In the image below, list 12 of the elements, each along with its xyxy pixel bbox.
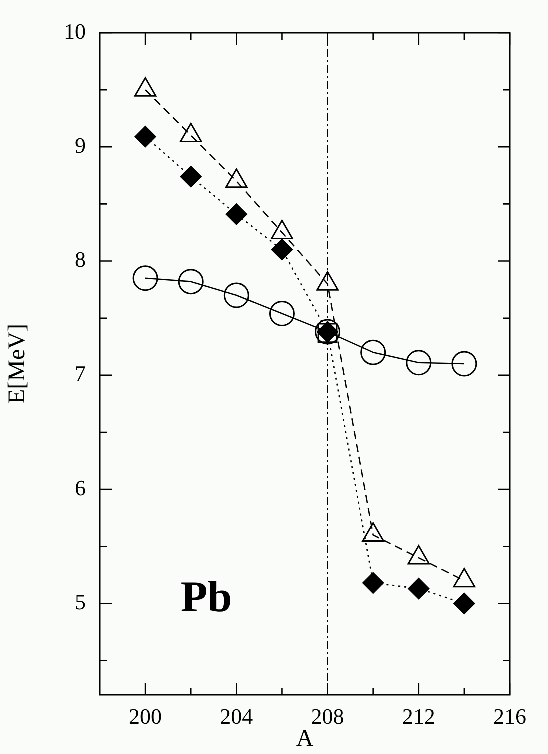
- y-tick-label: 8: [75, 247, 86, 272]
- y-tick-label: 5: [75, 589, 86, 614]
- y-tick-label: 6: [75, 475, 86, 500]
- y-tick-label: 9: [75, 132, 86, 158]
- y-tick-label: 10: [64, 18, 86, 44]
- y-axis-title: E[MeV]: [4, 324, 31, 404]
- annotation: Pb: [180, 572, 232, 622]
- x-tick-label: 204: [220, 704, 254, 729]
- x-tick-label: 216: [494, 704, 526, 729]
- y-tick-label: 7: [75, 361, 86, 386]
- x-tick-label: 200: [129, 704, 162, 729]
- x-tick-label: 212: [402, 704, 436, 729]
